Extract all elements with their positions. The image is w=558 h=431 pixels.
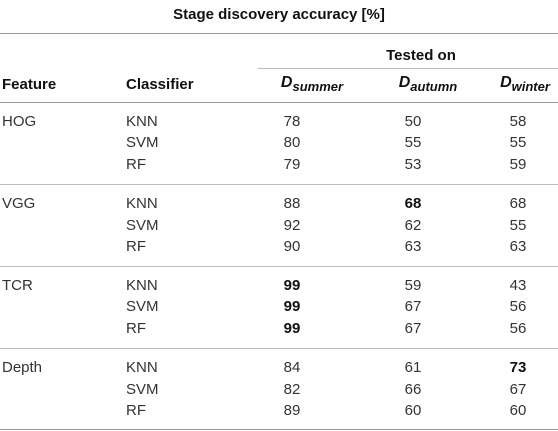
classifier-label: KNN bbox=[126, 195, 158, 212]
value-cell: 88 bbox=[283, 195, 301, 212]
classifier-label: SVM bbox=[126, 298, 159, 315]
feature-header: Feature bbox=[2, 76, 57, 93]
group-rule bbox=[0, 348, 558, 349]
classifier-label: KNN bbox=[126, 359, 158, 376]
value-cell: 92 bbox=[283, 217, 301, 234]
feature-label: HOG bbox=[2, 113, 37, 130]
feature-label: TCR bbox=[2, 277, 33, 294]
header-rule bbox=[0, 102, 558, 103]
value-cell-best: 99 bbox=[283, 320, 301, 337]
d-summer-header: Dsummer bbox=[280, 74, 344, 94]
value-cell: 59 bbox=[509, 156, 527, 173]
classifier-label: SVM bbox=[126, 134, 159, 151]
value-cell: 82 bbox=[283, 381, 301, 398]
value-cell: 62 bbox=[404, 217, 422, 234]
value-cell-best: 99 bbox=[283, 277, 301, 294]
value-cell: 60 bbox=[404, 402, 422, 419]
top-rule bbox=[0, 33, 558, 34]
feature-label: VGG bbox=[2, 195, 36, 212]
tested-on-rule bbox=[258, 68, 558, 69]
value-cell: 78 bbox=[283, 113, 301, 130]
classifier-label: RF bbox=[126, 402, 146, 419]
d-autumn-header: Dautumn bbox=[398, 74, 458, 94]
value-cell: 61 bbox=[404, 359, 422, 376]
value-cell: 66 bbox=[404, 381, 422, 398]
value-cell: 55 bbox=[404, 134, 422, 151]
value-cell: 79 bbox=[283, 156, 301, 173]
d-winter-header: Dwinter bbox=[500, 74, 550, 94]
value-cell: 68 bbox=[509, 195, 527, 212]
value-cell-best: 73 bbox=[509, 359, 527, 376]
classifier-label: RF bbox=[126, 156, 146, 173]
value-cell: 84 bbox=[283, 359, 301, 376]
value-cell: 50 bbox=[404, 113, 422, 130]
value-cell: 56 bbox=[509, 298, 527, 315]
value-cell: 59 bbox=[404, 277, 422, 294]
value-cell-best: 99 bbox=[283, 298, 301, 315]
value-cell: 53 bbox=[404, 156, 422, 173]
value-cell: 55 bbox=[509, 134, 527, 151]
value-cell-best: 68 bbox=[404, 195, 422, 212]
classifier-label: RF bbox=[126, 320, 146, 337]
value-cell: 56 bbox=[509, 320, 527, 337]
classifier-label: RF bbox=[126, 238, 146, 255]
value-cell: 80 bbox=[283, 134, 301, 151]
value-cell: 90 bbox=[283, 238, 301, 255]
value-cell: 58 bbox=[509, 113, 527, 130]
classifier-label: KNN bbox=[126, 277, 158, 294]
value-cell: 60 bbox=[509, 402, 527, 419]
value-cell: 63 bbox=[509, 238, 527, 255]
value-cell: 55 bbox=[509, 217, 527, 234]
value-cell: 67 bbox=[404, 298, 422, 315]
value-cell: 89 bbox=[283, 402, 301, 419]
tested-on-header: Tested on bbox=[386, 47, 456, 64]
value-cell: 67 bbox=[404, 320, 422, 337]
value-cell: 43 bbox=[509, 277, 527, 294]
feature-label: Depth bbox=[2, 359, 43, 376]
classifier-label: KNN bbox=[126, 113, 158, 130]
group-rule bbox=[0, 266, 558, 267]
classifier-label: SVM bbox=[126, 217, 159, 234]
value-cell: 63 bbox=[404, 238, 422, 255]
group-rule bbox=[0, 184, 558, 185]
classifier-label: SVM bbox=[126, 381, 159, 398]
bottom-rule bbox=[0, 429, 558, 430]
table-title: Stage discovery accuracy [%] bbox=[173, 6, 385, 23]
value-cell: 67 bbox=[509, 381, 527, 398]
classifier-header: Classifier bbox=[126, 76, 194, 93]
